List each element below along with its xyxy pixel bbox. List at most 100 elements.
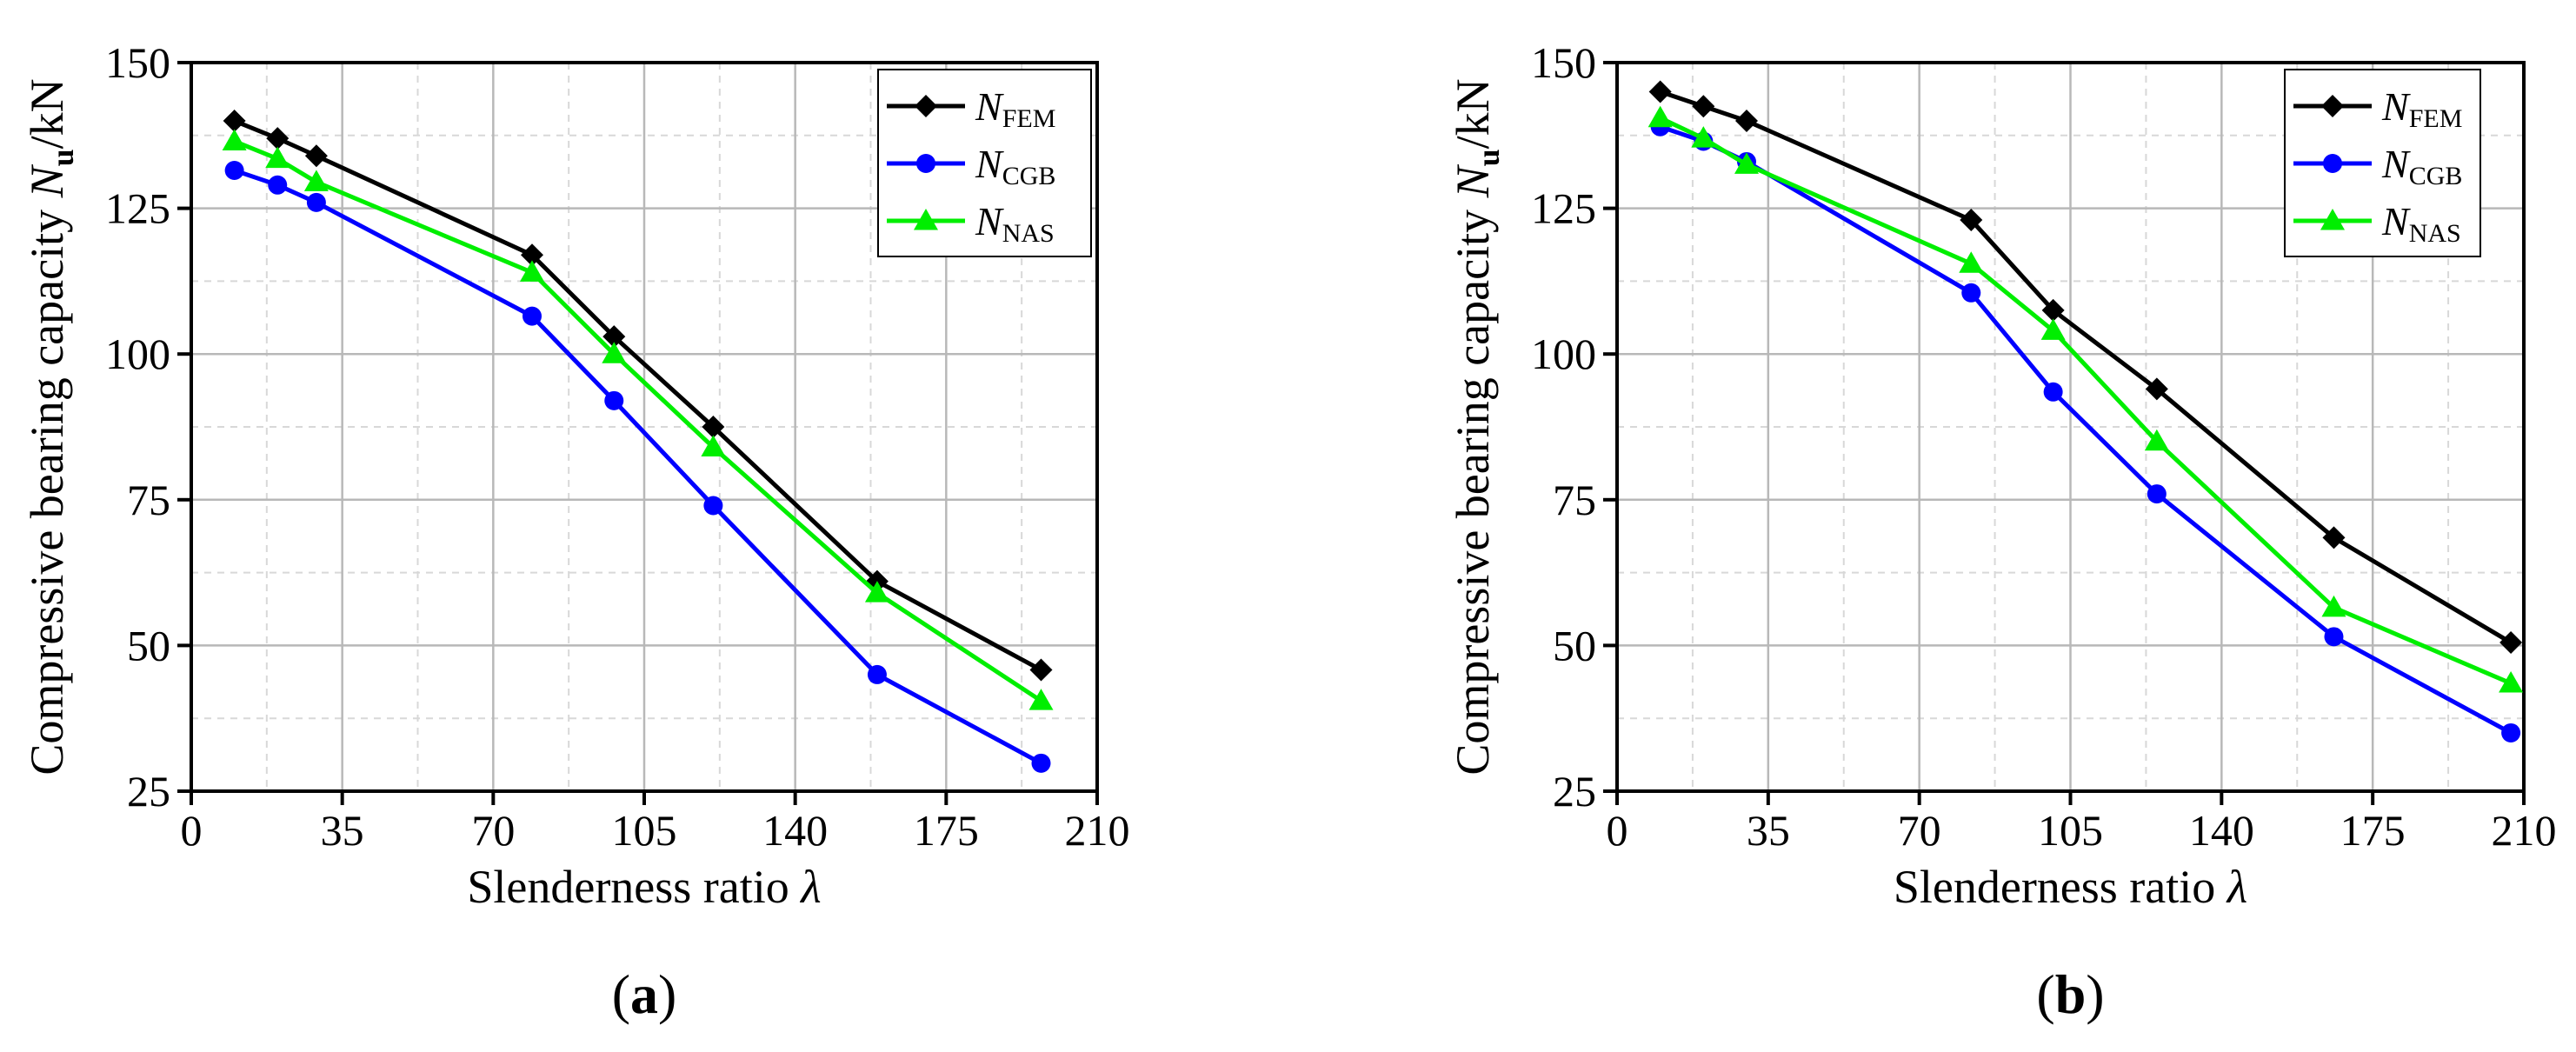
data-point-cgb [1031,753,1051,773]
legend-marker-cgb [916,154,935,173]
panel-label-b: (b) [2036,963,2104,1025]
y-tick-label: 50 [127,621,170,669]
x-axis-label: Slenderness ratio λ [467,861,821,913]
y-axis-label-text: Compressive bearing capacity [21,197,73,775]
data-point-fem [702,416,725,438]
x-axis-label: Slenderness ratio λ [1894,861,2247,913]
data-point-nas [2040,318,2066,340]
x-axis-label-symbol: λ [799,861,821,913]
panel-label-close: ) [2086,963,2104,1025]
y-tick-label: 50 [1553,621,1596,669]
x-tick-label: 35 [321,806,364,855]
x-tick-label: 210 [2492,806,2557,855]
y-tick-label: 150 [105,38,170,87]
legend-subscript: NAS [2409,219,2461,248]
data-point-nas [2499,670,2524,693]
x-tick-label: 210 [1065,806,1130,855]
data-point-cgb [2324,627,2344,647]
legend-subscript: FEM [1002,104,1056,133]
y-axis-label: Compressive bearing capacity Nu/kN [1447,78,1506,775]
data-point-nas [2144,429,2169,451]
data-point-cgb [2501,722,2521,742]
series-line-cgb [233,168,1042,766]
y-axis-label-symbol: N [1447,163,1499,198]
legend-marker-nas [914,209,938,230]
data-point-fem [520,243,543,267]
data-point-fem [2041,298,2065,322]
data-point-fem [304,144,328,168]
chart-panel-a: 0 35 70 105 140 175 210 25 50 75 100 125 150 Slendern… [21,38,1130,1025]
data-point-cgb [2043,382,2063,402]
series-nas [222,129,1054,710]
chart-panel-b: 0 35 70 105 140 175 210 25 50 75 100 125 150 Slendern… [1447,38,2557,1025]
data-point-cgb [867,664,887,684]
data-point-nas [1691,126,1716,148]
data-point-nas [864,581,889,603]
y-axis-label-sub: u [45,149,80,166]
data-point-nas [1734,152,1759,174]
legend-label-fem: NFEM [2381,84,2462,133]
data-point-fem [1735,110,1758,133]
y-tick-label: 125 [105,184,170,233]
legend-label-nas: NNAS [2381,199,2461,248]
legend-symbol: N [2381,84,2411,129]
y-tick-label: 75 [127,476,170,524]
x-tick-label: 70 [1898,806,1941,855]
panel-label-letter: a [630,963,658,1025]
x-axis-label-text: Slenderness ratio [467,861,801,913]
legend-marker-nas [2320,209,2345,230]
data-point-fem [602,325,626,349]
legend-label-cgb: NCGB [975,142,1055,190]
legend-symbol: N [2381,199,2411,243]
x-tick-label: 70 [471,806,515,855]
legend-symbol: N [2381,142,2411,186]
panel-label-close: ) [658,963,676,1025]
data-point-fem [2322,526,2346,549]
panel-label-open: ( [2036,963,2054,1025]
panel-label-a: (a) [612,963,677,1025]
y-tick-label: 150 [1531,38,1596,87]
legend-subscript: FEM [2409,104,2463,133]
data-point-nas [701,435,726,456]
y-axis-label-unit: /kN [1447,78,1499,149]
data-point-cgb [2147,484,2167,504]
x-tick-label: 35 [1747,806,1790,855]
data-point-cgb [522,306,542,326]
legend-label-nas: NNAS [975,199,1055,248]
data-point-cgb [1961,283,1981,303]
data-point-nas [1959,251,1984,273]
x-tick-label: 175 [914,806,979,855]
x-tick-label: 140 [762,806,828,855]
legend-subscript: NAS [1002,219,1055,248]
data-point-fem [1960,209,1983,232]
legend-label-cgb: NCGB [2381,142,2462,190]
data-point-fem [266,127,290,150]
data-point-cgb [268,175,288,195]
y-axis-label-symbol: N [21,163,73,198]
legend-marker-cgb [2323,154,2342,173]
x-tick-label: 175 [2340,806,2406,855]
data-point-cgb [703,496,723,516]
legend-symbol: N [975,142,1004,186]
y-tick-label: 75 [1553,476,1596,524]
data-point-cgb [306,192,326,212]
x-tick-label: 0 [1607,806,1628,855]
panel-label-open: ( [612,963,630,1025]
legend-symbol: N [975,199,1004,243]
data-point-nas [303,170,329,191]
legend-label-fem: NFEM [975,84,1055,133]
data-point-fem [1692,95,1715,118]
data-point-fem [2145,377,2168,401]
x-axis-label-symbol: λ [2226,861,2247,913]
y-axis-label-sub: u [1471,149,1506,166]
data-point-nas [265,146,290,169]
x-tick-label: 105 [612,806,677,855]
y-axis-label-text: Compressive bearing capacity [1447,197,1499,775]
series-cgb [224,161,1051,773]
legend-subscript: CGB [1002,162,1056,190]
y-tick-label: 25 [1553,767,1596,816]
